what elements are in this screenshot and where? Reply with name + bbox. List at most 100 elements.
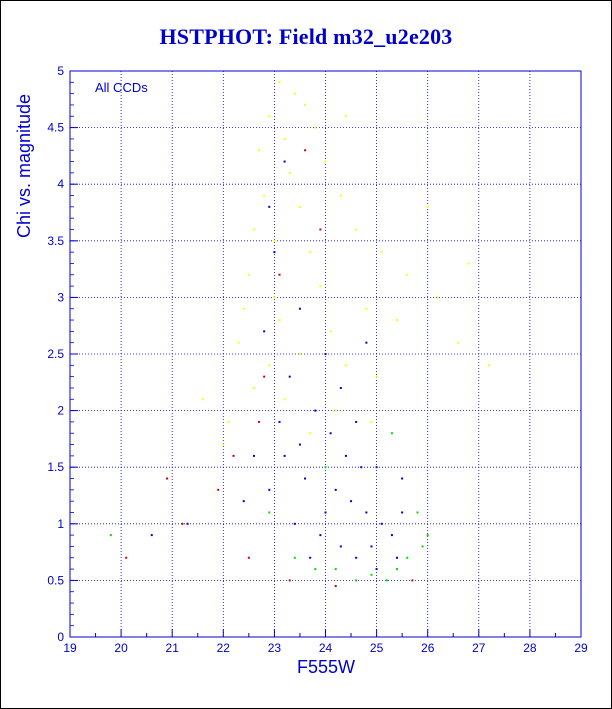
data-point bbox=[319, 285, 322, 288]
data-point bbox=[263, 330, 266, 333]
y-tick-label: 3.5 bbox=[47, 234, 64, 248]
data-point bbox=[314, 568, 317, 571]
data-point bbox=[125, 556, 128, 559]
data-point bbox=[334, 585, 337, 588]
data-point bbox=[488, 364, 491, 367]
data-point bbox=[370, 420, 373, 423]
data-point bbox=[396, 319, 399, 322]
data-point bbox=[166, 477, 169, 480]
chart-title: HSTPHOT: Field m32_u2e203 bbox=[159, 24, 453, 49]
data-point bbox=[344, 454, 347, 457]
axis-tick-labels: 19 20 21 22 23 24 25 26 27 28 29 0 0.5 1 1.5 2 2.5 3 3.5 4 4… bbox=[47, 64, 588, 655]
data-point bbox=[380, 522, 383, 525]
data-point bbox=[268, 511, 271, 514]
data-point bbox=[344, 115, 347, 118]
data-point bbox=[324, 511, 327, 514]
data-point bbox=[365, 511, 368, 514]
data-point bbox=[324, 353, 327, 355]
data-point bbox=[304, 477, 307, 480]
data-point bbox=[258, 149, 261, 152]
y-tick-label: 3 bbox=[57, 290, 64, 304]
axis-ticks bbox=[69, 70, 582, 638]
data-point bbox=[217, 488, 220, 491]
data-point bbox=[268, 205, 271, 208]
data-point bbox=[298, 307, 301, 310]
data-point bbox=[298, 353, 301, 355]
y-tick-label: 5 bbox=[57, 64, 64, 78]
data-point bbox=[319, 534, 322, 537]
data-point bbox=[309, 251, 312, 254]
data-point bbox=[406, 273, 409, 276]
data-point bbox=[237, 341, 240, 344]
data-point bbox=[421, 545, 424, 548]
y-tick-label: 2.5 bbox=[47, 347, 64, 361]
data-point bbox=[375, 466, 378, 469]
data-point bbox=[298, 205, 301, 208]
data-point bbox=[232, 454, 235, 457]
data-point bbox=[304, 149, 307, 152]
data-point bbox=[339, 194, 342, 197]
data-point bbox=[324, 466, 327, 469]
data-point bbox=[329, 330, 332, 333]
annotation-all-ccds: All CCDs bbox=[95, 80, 148, 95]
x-tick-label: 29 bbox=[574, 641, 588, 655]
data-point bbox=[355, 556, 358, 559]
x-tick-label: 21 bbox=[166, 641, 180, 655]
data-point bbox=[242, 307, 245, 310]
data-point bbox=[278, 81, 281, 84]
data-point bbox=[324, 160, 327, 163]
x-tick-label: 28 bbox=[523, 641, 537, 655]
data-point bbox=[370, 545, 373, 548]
data-point bbox=[268, 115, 271, 118]
data-point bbox=[201, 398, 204, 401]
data-point bbox=[186, 522, 189, 525]
data-point bbox=[375, 375, 378, 378]
x-tick-label: 23 bbox=[268, 641, 282, 655]
y-tick-label: 1 bbox=[57, 517, 64, 531]
data-point bbox=[252, 228, 255, 231]
data-point bbox=[283, 454, 286, 457]
data-point bbox=[339, 545, 342, 548]
data-point bbox=[385, 579, 388, 582]
y-tick-label: 1.5 bbox=[47, 460, 64, 474]
data-point bbox=[288, 579, 291, 582]
y-tick-label: 2 bbox=[57, 404, 64, 418]
data-point bbox=[263, 194, 266, 197]
data-point bbox=[467, 262, 470, 265]
data-point bbox=[252, 386, 255, 389]
data-point bbox=[278, 319, 281, 322]
data-point bbox=[401, 477, 404, 480]
data-point bbox=[355, 579, 358, 582]
data-point bbox=[396, 556, 399, 559]
data-point bbox=[293, 92, 296, 95]
data-point bbox=[329, 432, 332, 435]
x-tick-label: 24 bbox=[319, 641, 333, 655]
data-point bbox=[304, 103, 307, 106]
data-point bbox=[242, 500, 245, 503]
data-point bbox=[150, 534, 153, 537]
data-point bbox=[360, 466, 363, 469]
data-point bbox=[273, 296, 276, 299]
y-tick-label: 4.5 bbox=[47, 121, 64, 135]
data-point bbox=[396, 568, 399, 571]
data-point bbox=[416, 511, 419, 514]
data-point bbox=[436, 296, 439, 299]
data-point bbox=[375, 568, 378, 571]
data-point bbox=[273, 239, 276, 242]
data-point bbox=[339, 386, 342, 389]
data-point bbox=[109, 534, 112, 537]
data-point bbox=[247, 273, 250, 276]
data-point bbox=[426, 205, 429, 208]
x-tick-label: 20 bbox=[114, 641, 128, 655]
data-point bbox=[314, 126, 317, 129]
data-point bbox=[334, 568, 337, 571]
data-point bbox=[247, 556, 250, 559]
data-point bbox=[309, 556, 312, 559]
y-axis-label: Chi vs. magnitude bbox=[14, 94, 34, 238]
data-point bbox=[283, 398, 286, 401]
data-point bbox=[314, 409, 317, 412]
data-point bbox=[319, 228, 322, 231]
data-point bbox=[273, 251, 276, 254]
data-points bbox=[109, 81, 491, 588]
